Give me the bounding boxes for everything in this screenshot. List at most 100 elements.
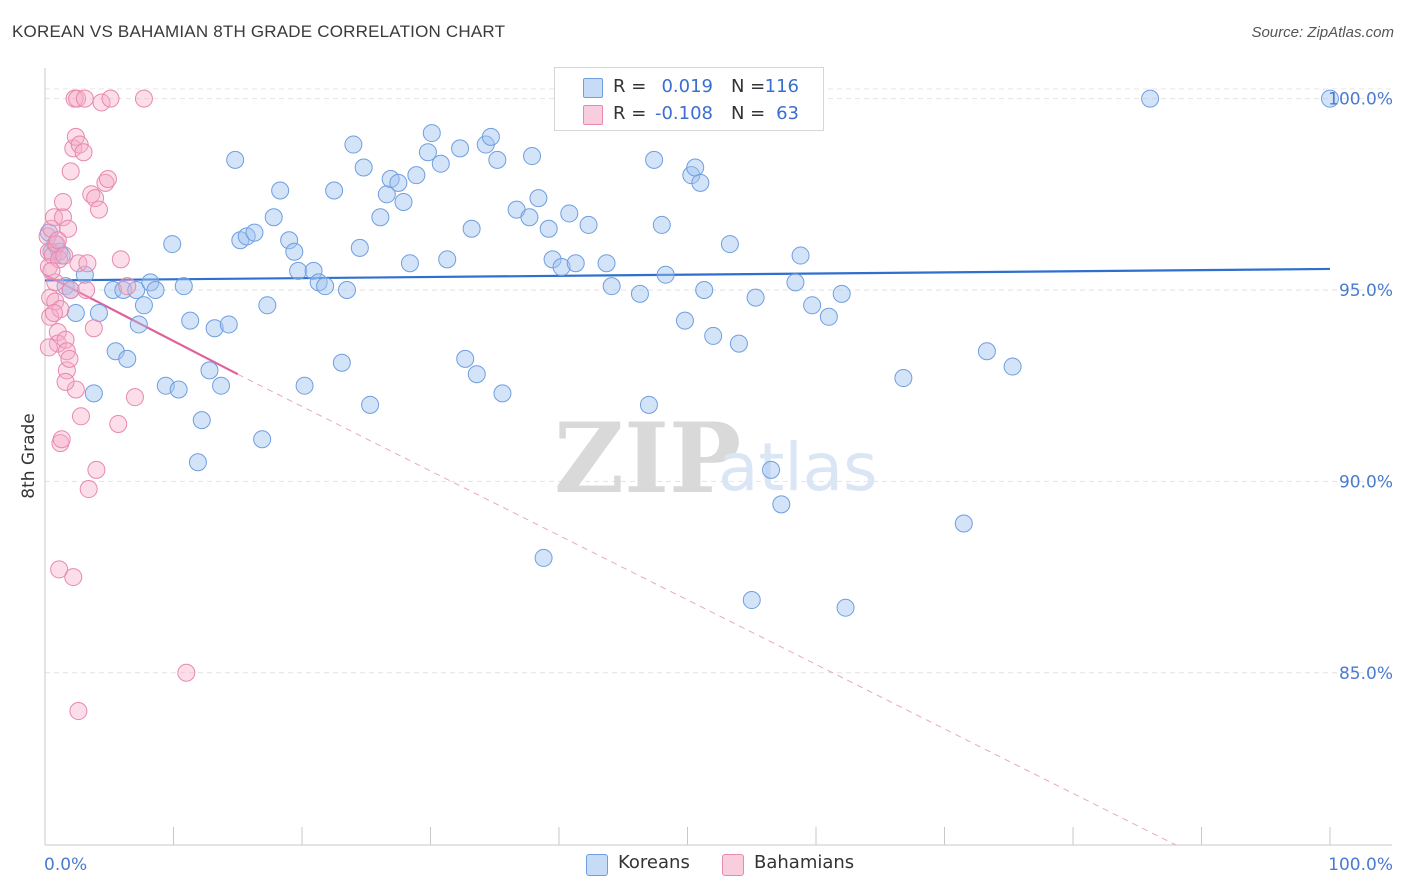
point-bahamian [111,250,130,269]
y-tick-label: 90.0% [1339,472,1393,492]
point-korean [493,384,512,403]
point-korean [791,246,810,265]
point-bahamian [61,281,80,299]
point-korean [772,495,791,514]
point-korean [245,223,264,242]
point-korean [400,254,419,273]
point-korean [456,349,475,368]
point-bahamian [177,663,196,682]
point-bahamian [50,560,69,579]
point-korean [205,319,224,338]
point-bahamian [79,480,98,499]
point-korean [1141,89,1160,108]
point-korean [462,219,481,238]
stats-legend: R = 0.019 N = 116 R = -0.108 N = 63 [554,67,824,131]
point-bahamian [53,208,72,227]
point-korean [118,349,137,368]
point-korean [451,139,470,158]
point-korean [675,311,694,330]
point-korean [543,250,562,269]
point-korean [289,261,308,280]
point-korean [746,288,765,307]
point-korean [836,598,855,617]
point-korean [226,150,245,169]
point-korean [146,281,165,299]
point-bahamian [55,246,74,265]
point-korean [720,235,739,254]
r-label: R = [613,76,647,97]
point-korean [280,231,299,250]
point-bahamian [59,219,78,238]
point-korean [181,311,200,330]
point-korean [325,181,344,200]
point-korean [539,219,558,238]
point-korean [534,548,553,567]
point-korean [253,430,272,449]
point-korean [652,215,671,234]
point-korean [163,235,182,254]
point-bahamian [64,568,83,587]
point-bahamian [89,200,108,219]
point-korean [89,303,108,322]
point-korean [66,303,85,322]
point-bahamian [74,143,93,162]
legend-label-bahamians: Bahamians [754,852,855,873]
point-korean [481,127,500,146]
point-korean [422,124,441,143]
n-value-bahamians: 63 [776,103,799,124]
r-value-koreans: 0.019 [661,76,713,97]
y-axis-label: 8th Grade [19,413,39,499]
point-korean [407,166,426,185]
point-korean [361,395,380,414]
point-korean [1321,89,1339,108]
point-bahamian [52,430,71,449]
chart-title: KOREAN VS BAHAMIAN 8TH GRADE CORRELATION… [12,22,506,41]
x-tick-label-end: 100.0% [1328,855,1393,875]
r-value-bahamians: -0.108 [654,103,713,124]
point-korean [438,250,457,269]
point-korean [354,158,373,177]
point-korean [602,277,621,296]
point-bahamian [134,89,153,108]
chart-source: Source: ZipAtlas.com [1251,24,1394,41]
point-korean [295,376,314,395]
point-bahamian [66,380,85,399]
n-label: N = [731,103,766,124]
point-korean [169,380,188,399]
point-korean [704,326,723,345]
point-korean [337,281,356,299]
r-label: R = [613,103,647,124]
point-korean [566,254,585,273]
point-bahamian [44,303,63,322]
point-korean [1003,357,1022,376]
legend-swatch-bahamians [583,105,603,125]
point-bahamian [56,330,75,349]
point-korean [200,361,219,380]
point-bahamian [77,281,96,299]
y-tick-label: 100.0% [1328,90,1393,110]
point-korean [371,208,390,227]
point-korean [656,265,675,284]
point-bahamian [78,254,97,273]
point-korean [285,242,304,261]
legend-row-bahamians: R = -0.108 N = 63 [555,101,823,129]
point-bahamian [125,388,144,407]
point-korean [134,296,153,315]
point-korean [104,281,123,299]
point-korean [729,334,748,353]
point-korean [803,296,822,315]
x-tick-label-start: 0.0% [44,855,87,875]
trend-line-koreans [44,267,1331,282]
point-korean [579,215,598,234]
point-korean [418,143,437,162]
point-korean [188,453,207,472]
point-bahamian [92,93,111,112]
point-bahamian [61,162,80,181]
legend-swatch-bahamians [722,854,744,876]
n-value-koreans: 116 [764,76,799,97]
trend-line-bahamians [44,273,239,376]
point-korean [954,514,973,533]
point-korean [350,238,369,257]
